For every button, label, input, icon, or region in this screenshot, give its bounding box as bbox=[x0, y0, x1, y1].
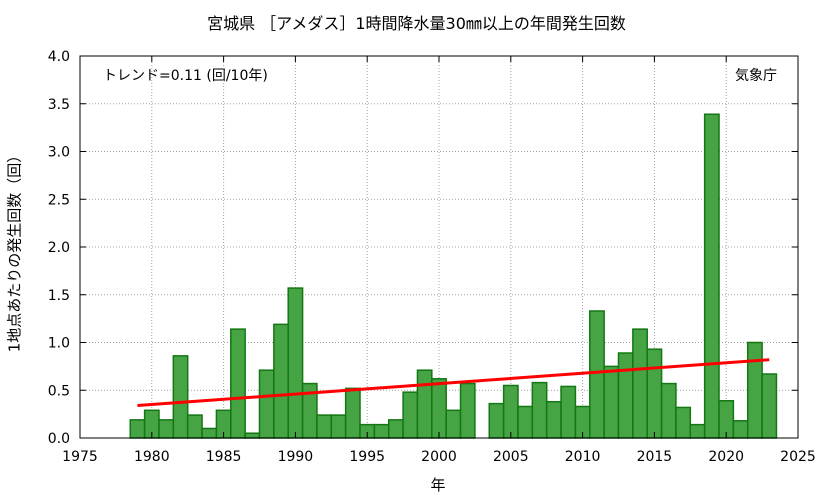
bar-1998 bbox=[402, 391, 419, 439]
x-tick-label: 1980 bbox=[134, 449, 170, 465]
x-tick-label: 2015 bbox=[637, 449, 673, 465]
x-tick-label: 2025 bbox=[780, 449, 816, 465]
x-tick-label: 1995 bbox=[349, 449, 385, 465]
x-tick-label: 2000 bbox=[421, 449, 457, 465]
bar-1990 bbox=[287, 287, 304, 439]
y-tick-label: 0.5 bbox=[48, 383, 70, 399]
bar-1999 bbox=[416, 369, 433, 439]
x-tick-label: 2010 bbox=[565, 449, 601, 465]
bar-2009 bbox=[560, 385, 577, 439]
bar-2004 bbox=[488, 402, 505, 439]
x-tick-label: 1990 bbox=[278, 449, 314, 465]
y-tick-label: 1.0 bbox=[48, 336, 70, 352]
x-tick-label: 2005 bbox=[493, 449, 529, 465]
bar-1981 bbox=[158, 419, 175, 439]
bar-1989 bbox=[273, 323, 289, 439]
trend-line bbox=[137, 358, 770, 408]
bar-1988 bbox=[258, 369, 275, 439]
bar-1992 bbox=[316, 414, 333, 439]
bar-2016 bbox=[660, 382, 677, 439]
bar-2008 bbox=[545, 400, 562, 439]
bar-2005 bbox=[502, 384, 519, 439]
x-tick-label: 1985 bbox=[206, 449, 242, 465]
trend-annotation: トレンド=0.11 (回/10年) bbox=[103, 68, 268, 84]
bar-1979 bbox=[129, 419, 146, 439]
bar-2013 bbox=[617, 352, 634, 439]
bar-2017 bbox=[675, 406, 692, 439]
bar-2019 bbox=[703, 113, 720, 439]
bar-1982 bbox=[172, 355, 189, 439]
bar-2000 bbox=[431, 378, 447, 439]
bar-2023 bbox=[761, 373, 778, 439]
bar-2014 bbox=[632, 328, 648, 439]
bar-2006 bbox=[517, 405, 534, 439]
bar-1984 bbox=[201, 427, 218, 439]
bar-2022 bbox=[746, 341, 763, 439]
bar-2011 bbox=[589, 310, 605, 439]
bar-2015 bbox=[646, 348, 663, 439]
bar-1994 bbox=[344, 387, 361, 439]
bar-2001 bbox=[445, 409, 462, 439]
bar-1983 bbox=[186, 414, 203, 439]
bar-2012 bbox=[603, 365, 620, 439]
bar-2007 bbox=[531, 381, 548, 439]
bar-2018 bbox=[689, 423, 706, 439]
source-annotation: 気象庁 bbox=[735, 68, 777, 84]
y-tick-label: 2.5 bbox=[48, 192, 70, 208]
bar-1997 bbox=[387, 419, 404, 439]
y-tick-label: 3.0 bbox=[48, 145, 70, 161]
x-axis-label: 年 bbox=[430, 476, 446, 494]
y-tick-label: 0.0 bbox=[48, 431, 70, 447]
bar-1987 bbox=[244, 432, 261, 439]
y-tick-label: 3.5 bbox=[48, 97, 70, 113]
y-tick-label: 1.5 bbox=[48, 288, 70, 304]
y-tick-label: 4.0 bbox=[48, 49, 70, 65]
x-tick-label: 1975 bbox=[62, 449, 98, 465]
y-tick-label: 2.0 bbox=[48, 240, 70, 256]
bar-2021 bbox=[732, 420, 749, 439]
chart-title: 宮城県 ［アメダス］1時間降水量30㎜以上の年間発生回数 bbox=[207, 14, 626, 33]
bar-2002 bbox=[459, 382, 476, 439]
bar-1993 bbox=[330, 414, 347, 439]
x-tick-label: 2020 bbox=[708, 449, 744, 465]
bar-1986 bbox=[230, 328, 246, 439]
bar-1996 bbox=[373, 423, 390, 439]
